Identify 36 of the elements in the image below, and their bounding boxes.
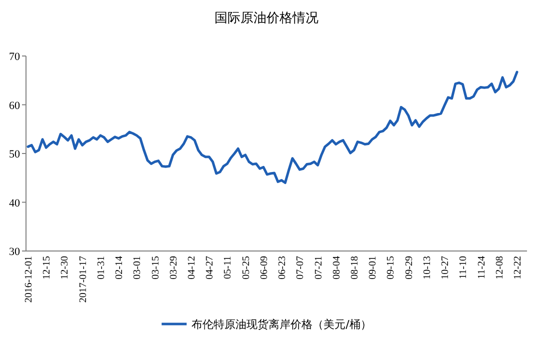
x-tick-label: 10-13: [422, 256, 433, 280]
x-tick-label: 07-07: [295, 256, 306, 280]
x-tick-label: 11-10: [458, 256, 470, 279]
x-tick-label: 12-30: [60, 256, 71, 280]
y-tick-label: 50: [9, 148, 20, 160]
line-series: [26, 70, 518, 184]
legend-label: 布伦特原油现货离岸价格（美元/桶）: [192, 318, 372, 331]
x-tick-label: 01-31: [96, 256, 107, 280]
x-tick-label: 12-08: [494, 256, 506, 280]
x-tick-label: 03-01: [132, 256, 144, 280]
x-tick-label: 02-14: [114, 256, 126, 280]
x-tick-label: 04-12: [186, 256, 198, 280]
y-tick-label: 40: [9, 197, 20, 210]
x-tick-label: 10-27: [440, 256, 452, 280]
x-tick-label: 2017-01-17: [78, 256, 89, 303]
x-tick-label: 12-15: [42, 256, 53, 280]
x-tick-label: 09-01: [368, 256, 379, 280]
x-tick-label: 05-25: [240, 256, 252, 280]
x-tick-label: 11-24: [476, 256, 488, 279]
chart-title: 国际原油价格情况: [214, 11, 318, 26]
x-tick-label: 12-22: [512, 256, 524, 280]
y-tick-label: 60: [9, 100, 20, 112]
y-tick-label: 70: [9, 51, 20, 63]
x-tick-label: 2016-12-01: [24, 256, 34, 303]
x-tick-label: 03-29: [168, 256, 180, 280]
x-tick-label: 06-09: [258, 256, 270, 280]
x-tick-label: 09-15: [386, 256, 397, 280]
x-tick-label: 07-21: [313, 256, 324, 280]
x-tick-label: 03-15: [150, 256, 162, 280]
x-tick-label: 08-04: [331, 256, 342, 280]
x-tick-label: 06-23: [277, 256, 288, 280]
x-tick-label: 04-27: [204, 256, 216, 280]
x-tick-label: 05-11: [222, 256, 234, 279]
x-tick-label: 09-29: [404, 256, 415, 280]
x-tick-label: 08-18: [350, 256, 360, 280]
y-tick-label: 30: [9, 246, 20, 258]
